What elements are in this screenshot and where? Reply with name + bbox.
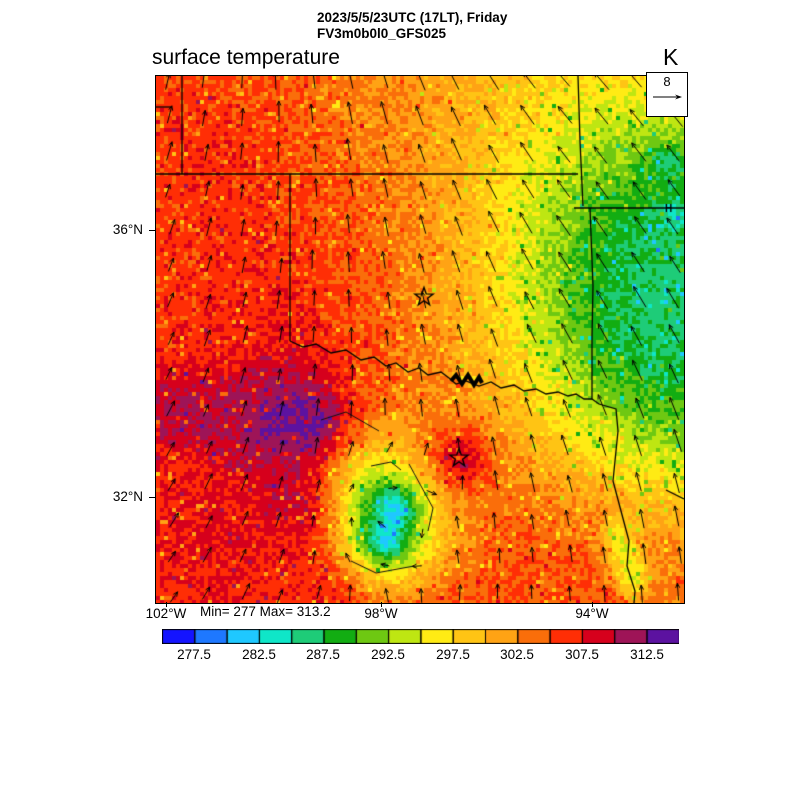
map-frame [155,75,685,604]
temperature-map-canvas [156,76,684,603]
colorbar-label: 312.5 [630,647,664,662]
lat-tick [149,497,155,498]
lat-tick [149,230,155,231]
lon-label: 94°W [575,606,609,621]
min-max-stats-label: Min= 277 Max= 313.2 [200,604,331,619]
lon-tick [166,602,167,607]
colorbar [162,629,679,644]
plot-model-title: FV3m0b0l0_GFS025 [317,26,447,41]
lon-label: 98°W [364,606,398,621]
colorbar-label: 282.5 [242,647,276,662]
plot-datetime-title: 2023/5/5/23UTC (17LT), Friday [317,10,508,25]
colorbar-label: 302.5 [500,647,534,662]
lat-label-36n: 36°N [112,222,143,237]
wind-reference-value: 8 [663,74,671,89]
reference-arrow-icon [653,94,682,100]
lon-tick [592,602,593,607]
lon-label: 102°W [145,606,187,621]
wind-reference-box: 8 [646,72,688,117]
colorbar-label: 297.5 [436,647,470,662]
colorbar-label: 277.5 [177,647,211,662]
lat-label-32n: 32°N [112,489,143,504]
units-label: K [663,44,679,70]
colorbar-label: 292.5 [371,647,405,662]
lon-tick [381,602,382,607]
colorbar-label: 307.5 [565,647,599,662]
colorbar-label: 287.5 [306,647,340,662]
map-title: surface temperature [152,46,340,69]
